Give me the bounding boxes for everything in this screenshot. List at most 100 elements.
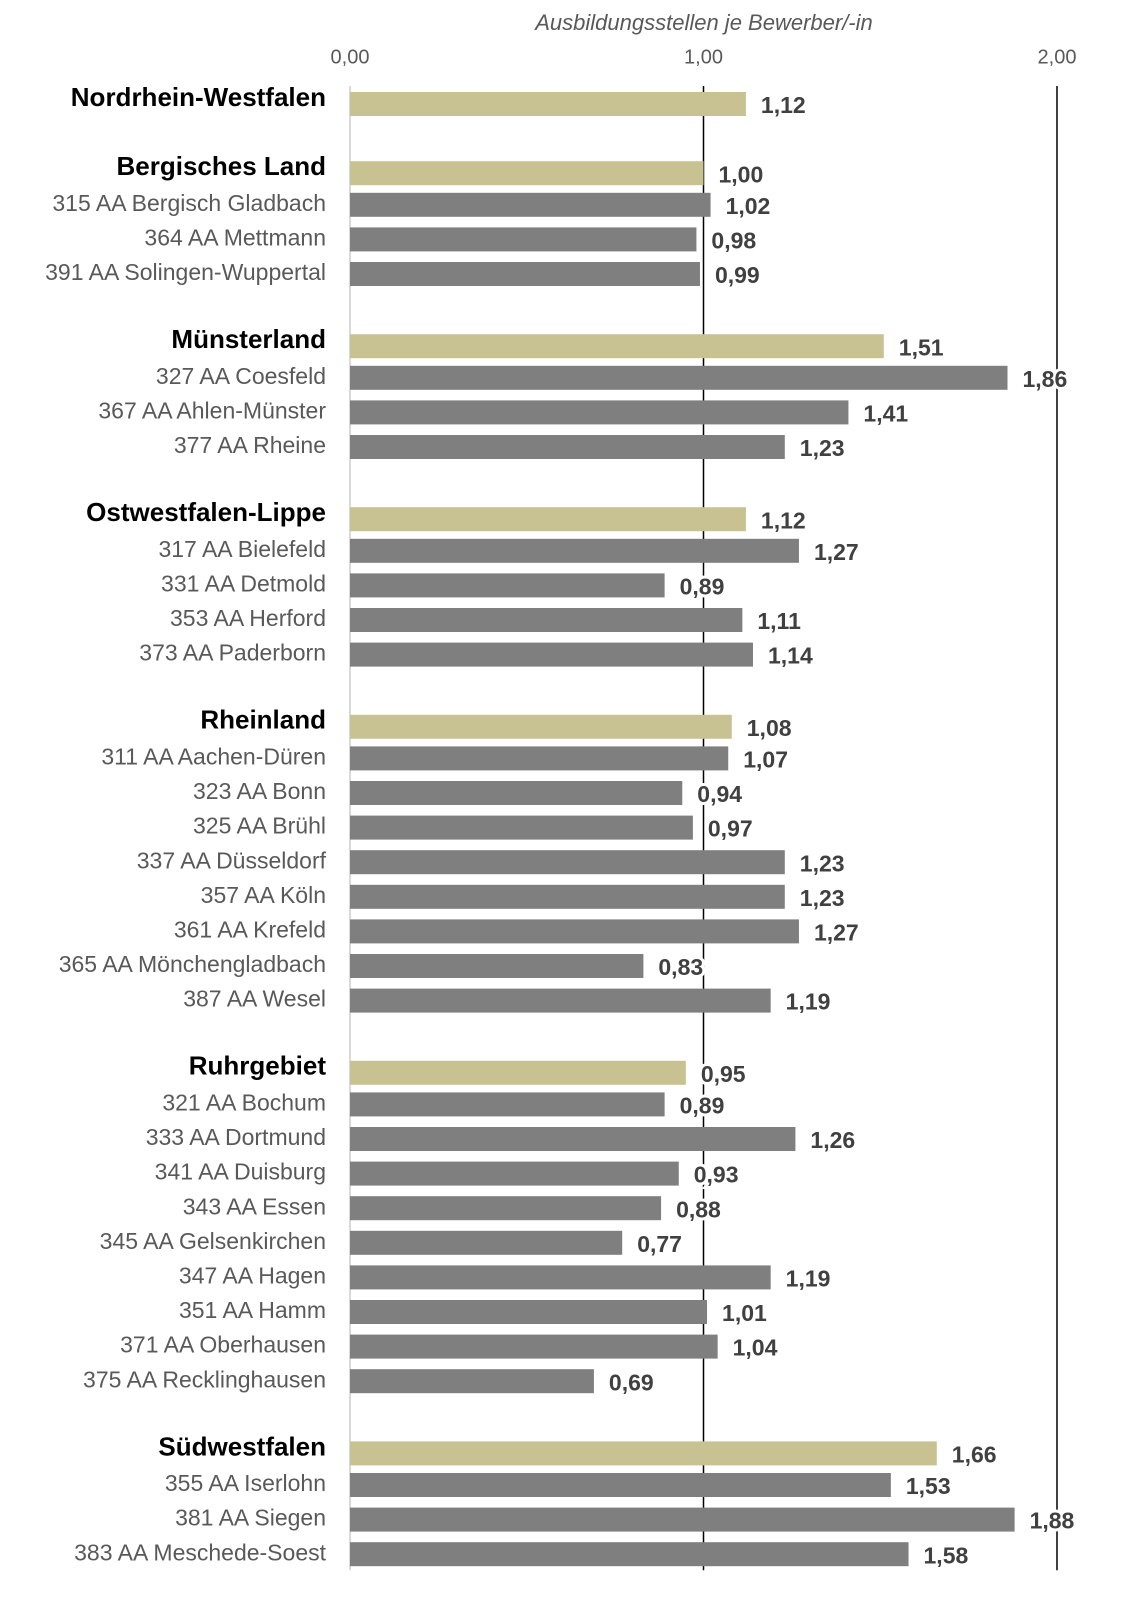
district-label: 323 AA Bonn xyxy=(193,778,326,804)
region-label: Nordrhein-Westfalen xyxy=(71,82,326,112)
district-label: 325 AA Brühl xyxy=(193,813,326,839)
value-label: 1,23 xyxy=(800,435,845,461)
value-label: 1,14 xyxy=(768,643,813,669)
district-label: 341 AA Duisburg xyxy=(155,1159,326,1185)
value-label: 1,08 xyxy=(747,715,792,741)
value-label: 0,99 xyxy=(715,262,760,288)
region-bar xyxy=(350,334,884,359)
value-label: 1,12 xyxy=(761,507,806,533)
value-label: 1,19 xyxy=(786,1265,831,1291)
value-label: 1,02 xyxy=(726,193,771,219)
value-label: 0,98 xyxy=(711,227,756,253)
district-bar xyxy=(350,919,799,944)
district-bar xyxy=(350,435,785,459)
value-label: 1,26 xyxy=(810,1127,855,1153)
district-label: 367 AA Ahlen-Münster xyxy=(98,397,326,423)
region-label: Bergisches Land xyxy=(116,151,326,181)
value-label: 1,27 xyxy=(814,919,859,945)
district-bar xyxy=(350,608,743,632)
value-label: 0,95 xyxy=(701,1061,746,1087)
district-label: 383 AA Meschede-Soest xyxy=(74,1539,326,1565)
region-bar xyxy=(350,507,746,532)
x-tick-label: 0,00 xyxy=(331,46,370,68)
x-tick-label: 2,00 xyxy=(1038,46,1077,68)
value-label: 1,88 xyxy=(1030,1508,1075,1534)
district-label: 361 AA Krefeld xyxy=(174,916,326,942)
district-label: 317 AA Bielefeld xyxy=(158,536,326,562)
district-label: 381 AA Siegen xyxy=(175,1505,326,1531)
district-bar xyxy=(350,746,729,771)
district-label: 331 AA Detmold xyxy=(161,570,326,596)
district-label: 365 AA Mönchengladbach xyxy=(59,951,326,977)
district-label: 351 AA Hamm xyxy=(179,1297,326,1323)
district-bar xyxy=(350,850,785,875)
value-label: 1,00 xyxy=(719,161,764,187)
district-bar xyxy=(350,1542,909,1567)
value-label: 0,88 xyxy=(676,1196,721,1222)
value-label: 1,01 xyxy=(722,1300,767,1326)
district-label: 321 AA Bochum xyxy=(162,1089,326,1115)
value-label: 1,23 xyxy=(800,850,845,876)
district-bar xyxy=(350,1230,623,1255)
district-bar xyxy=(350,988,771,1013)
district-bar xyxy=(350,1473,891,1497)
district-label: 347 AA Hagen xyxy=(179,1262,326,1288)
district-bar xyxy=(350,227,697,252)
region-bar xyxy=(350,1441,937,1466)
region-label: Südwestfalen xyxy=(158,1431,326,1461)
value-label: 1,07 xyxy=(743,746,788,772)
region-bar xyxy=(350,1060,686,1085)
region-bar xyxy=(350,714,732,739)
district-bar xyxy=(350,1196,662,1221)
district-label: 377 AA Rheine xyxy=(174,432,326,458)
bars xyxy=(350,92,1015,1567)
region-bar xyxy=(350,92,746,116)
district-label: 355 AA Iserlohn xyxy=(165,1470,326,1496)
district-bar xyxy=(350,781,683,805)
district-label: 337 AA Düsseldorf xyxy=(137,847,327,873)
district-label: 387 AA Wesel xyxy=(183,986,326,1012)
district-bar xyxy=(350,642,753,667)
value-label: 0,89 xyxy=(680,573,725,599)
district-label: 353 AA Herford xyxy=(170,605,326,631)
value-label: 1,53 xyxy=(906,1473,951,1499)
district-bar xyxy=(350,884,785,909)
district-bar xyxy=(350,573,665,598)
district-bar xyxy=(350,1507,1015,1532)
value-label: 0,83 xyxy=(658,954,703,980)
district-bar xyxy=(350,400,849,425)
region-label: Ruhrgebiet xyxy=(189,1051,327,1081)
value-label: 0,89 xyxy=(680,1092,725,1118)
district-label: 371 AA Oberhausen xyxy=(120,1332,326,1358)
region-label: Rheinland xyxy=(200,705,326,735)
district-bar xyxy=(350,1092,665,1117)
region-label: Münsterland xyxy=(171,324,326,354)
district-label: 343 AA Essen xyxy=(183,1193,326,1219)
value-label: 1,12 xyxy=(761,92,806,118)
district-bar xyxy=(350,815,693,840)
value-label: 1,23 xyxy=(800,885,845,911)
value-label: 1,04 xyxy=(733,1335,778,1361)
district-bar xyxy=(350,1127,796,1151)
district-bar xyxy=(350,262,700,286)
value-label: 1,86 xyxy=(1023,366,1068,392)
district-bar xyxy=(350,1300,708,1324)
district-label: 391 AA Solingen-Wuppertal xyxy=(45,259,326,285)
district-label: 375 AA Recklinghausen xyxy=(83,1366,326,1392)
x-tick-label: 1,00 xyxy=(684,46,723,68)
district-bar xyxy=(350,538,799,563)
value-label: 1,41 xyxy=(863,400,908,426)
district-bar xyxy=(350,365,1008,390)
value-label: 0,97 xyxy=(708,816,753,842)
district-bar xyxy=(350,192,711,217)
value-label: 1,58 xyxy=(924,1542,969,1568)
district-label: 364 AA Mettmann xyxy=(144,224,326,250)
region-label: Ostwestfalen-Lippe xyxy=(86,497,326,527)
value-label: 1,51 xyxy=(899,334,944,360)
value-label: 1,66 xyxy=(952,1441,997,1467)
value-label: 0,69 xyxy=(609,1369,654,1395)
district-bar xyxy=(350,1334,718,1359)
district-bar xyxy=(350,1369,594,1394)
district-label: 315 AA Bergisch Gladbach xyxy=(52,190,326,216)
value-label: 0,93 xyxy=(694,1162,739,1188)
